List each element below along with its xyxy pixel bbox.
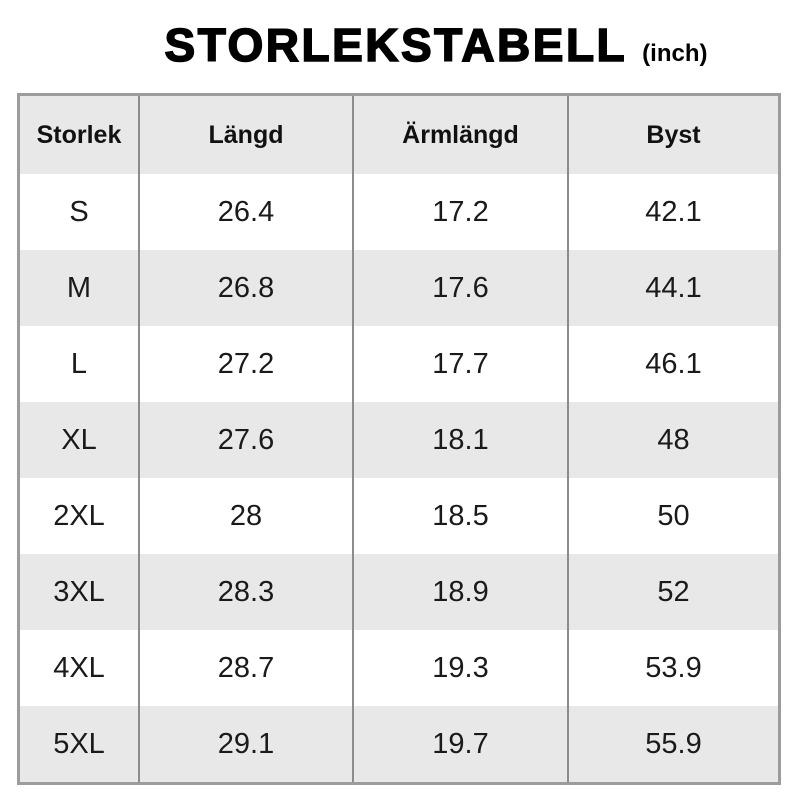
sleeve-length-cell: 17.7 bbox=[354, 326, 569, 402]
table-header-row: Storlek Längd Ärmlängd Byst bbox=[20, 96, 778, 174]
bust-cell: 46.1 bbox=[645, 347, 702, 380]
length-cell: 27.2 bbox=[140, 326, 354, 402]
bust-cell: 48 bbox=[657, 423, 690, 456]
size-cell: 2XL bbox=[20, 478, 140, 554]
size-cell: L bbox=[20, 326, 140, 402]
length-cell: 29.1 bbox=[140, 706, 354, 782]
sleeve-length-cell: 17.2 bbox=[354, 174, 569, 250]
sleeve-length-cell: 19.3 bbox=[354, 630, 569, 706]
length-cell: 28.3 bbox=[140, 554, 354, 630]
sleeve-length-cell: 17.6 bbox=[354, 250, 569, 326]
size-chart-title: STORLEKSTABELL bbox=[164, 19, 628, 71]
sleeve-length-cell: 19.7 bbox=[354, 706, 569, 782]
length-cell: 27.6 bbox=[140, 402, 354, 478]
table-row: L 27.2 17.7 46.1 bbox=[20, 326, 778, 402]
bust-cell: 44.1 bbox=[645, 271, 702, 304]
table-row: S 26.4 17.2 42.1 bbox=[20, 174, 778, 250]
table-row: M 26.8 17.6 44.1 bbox=[20, 250, 778, 326]
table-row: 5XL 29.1 19.7 55.9 bbox=[20, 706, 778, 782]
sleeve-length-cell: 18.5 bbox=[354, 478, 569, 554]
length-cell: 28 bbox=[140, 478, 354, 554]
length-cell: 28.7 bbox=[140, 630, 354, 706]
header-cell-armlangd: Ärmlängd bbox=[354, 96, 569, 174]
bust-cell: 50 bbox=[657, 499, 690, 532]
length-cell: 26.4 bbox=[140, 174, 354, 250]
size-cell: 5XL bbox=[20, 706, 140, 782]
unit-label: (inch) bbox=[642, 40, 708, 67]
bust-cell: 42.1 bbox=[645, 195, 702, 228]
sleeve-length-cell: 18.1 bbox=[354, 402, 569, 478]
size-cell: 4XL bbox=[20, 630, 140, 706]
bust-cell: 52 bbox=[657, 575, 690, 608]
header-cell-storlek: Storlek bbox=[20, 96, 140, 174]
size-table: Storlek Längd Ärmlängd Byst S 26.4 17.2 … bbox=[17, 93, 781, 785]
bust-cell: 55.9 bbox=[645, 727, 702, 760]
header-cell-byst: Byst bbox=[646, 120, 701, 149]
sleeve-length-cell: 18.9 bbox=[354, 554, 569, 630]
table-row: 3XL 28.3 18.9 52 bbox=[20, 554, 778, 630]
table-row: 2XL 28 18.5 50 bbox=[20, 478, 778, 554]
size-cell: S bbox=[20, 174, 140, 250]
size-cell: 3XL bbox=[20, 554, 140, 630]
table-row: XL 27.6 18.1 48 bbox=[20, 402, 778, 478]
page-title: STORLEKSTABELL (inch) bbox=[36, 19, 800, 76]
size-cell: XL bbox=[20, 402, 140, 478]
header-cell-langd: Längd bbox=[140, 96, 354, 174]
table-row: 4XL 28.7 19.3 53.9 bbox=[20, 630, 778, 706]
bust-cell: 53.9 bbox=[645, 651, 702, 684]
size-cell: M bbox=[20, 250, 140, 326]
length-cell: 26.8 bbox=[140, 250, 354, 326]
